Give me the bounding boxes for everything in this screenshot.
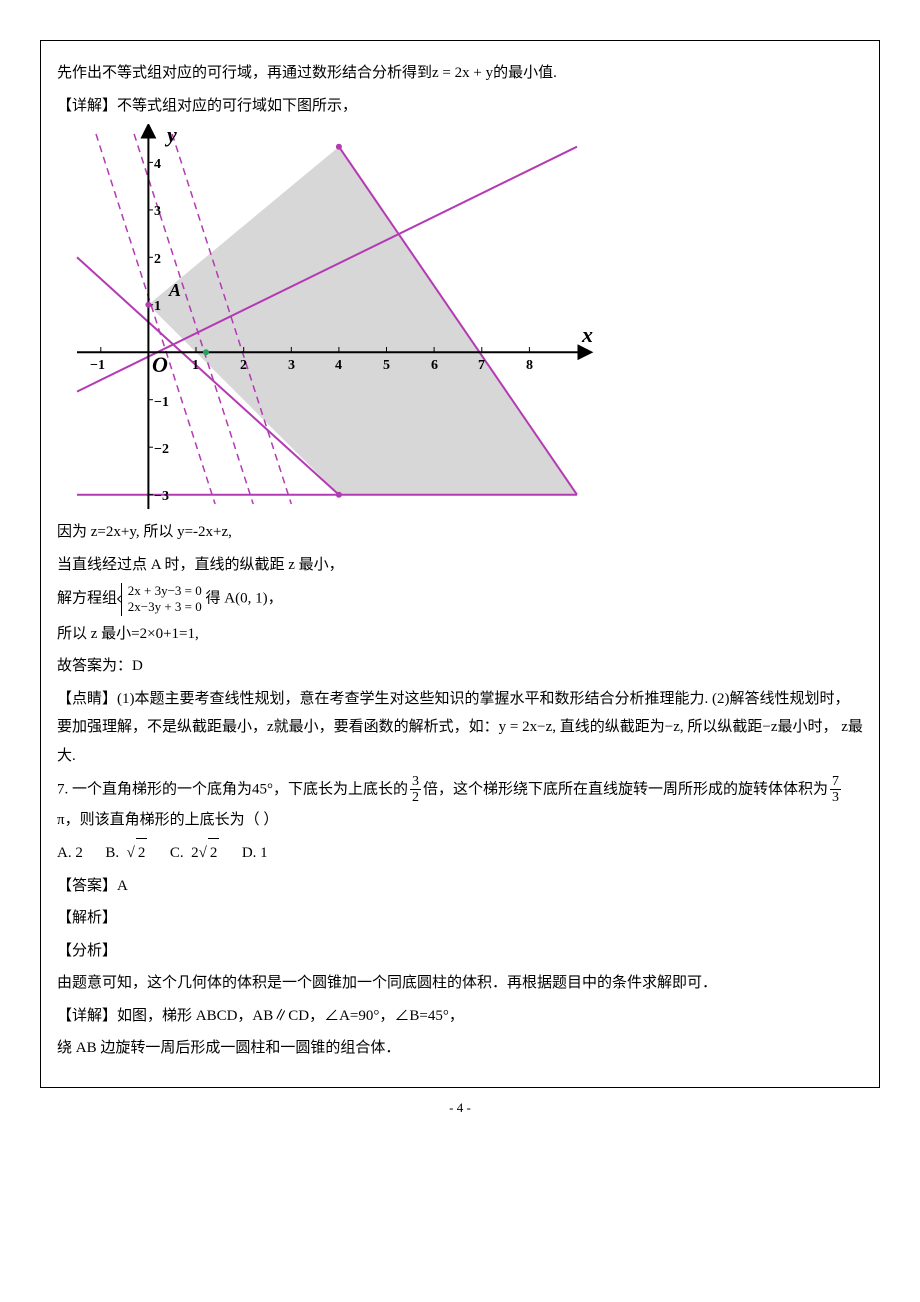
svg-text:1: 1 [154, 299, 161, 314]
svg-text:−2: −2 [154, 442, 169, 457]
q7-prefix: 7. 一个直角梯形的一个底角为45°，下底长为上底长的 [57, 781, 408, 797]
detail-heading: 【详解】不等式组对应的可行域如下图所示， [57, 92, 863, 121]
q7-detail-1: 【详解】如图，梯形 ABCD，AB∥CD，∠A=90°，∠B=45°， [57, 1002, 863, 1031]
q7-stem: 7. 一个直角梯形的一个底角为45°，下底长为上底长的32倍，这个梯形绕下底所在… [57, 774, 863, 834]
svg-text:−1: −1 [90, 358, 105, 373]
system-eq1: 2x + 3y−3 = 0 [128, 583, 202, 599]
svg-text:2: 2 [240, 358, 247, 373]
q7-frac2: 73 [828, 774, 843, 806]
intro-line: 先作出不等式组对应的可行域，再通过数形结合分析得到z = 2x + y的最小值. [57, 59, 863, 88]
y-axis-label: y [164, 124, 177, 147]
svg-text:1: 1 [192, 358, 199, 373]
feasible-region [148, 147, 577, 495]
svg-text:−1: −1 [154, 395, 169, 410]
svg-text:−3: −3 [154, 489, 169, 504]
svg-text:3: 3 [154, 204, 161, 219]
svg-text:7: 7 [478, 358, 485, 373]
q7-frac1: 32 [408, 774, 423, 806]
line-solve: 解方程组 2x + 3y−3 = 0 2x−3y + 3 = 0 得 A(0, … [57, 583, 863, 616]
q7-opt-b: B. √2 [105, 845, 147, 861]
x-axis-label: x [581, 322, 593, 347]
q7-suffix: π，则该直角梯形的上底长为（ ） [57, 812, 278, 828]
solve-suffix: 得 A(0, 1)， [206, 591, 283, 607]
vertex-top [336, 144, 342, 150]
svg-text:3: 3 [288, 358, 295, 373]
q7-options: A. 2 B. √2 C. 2√2 D. 1 [57, 838, 863, 868]
svg-text:4: 4 [154, 157, 161, 172]
q7-mid: 倍，这个梯形绕下底所在直线旋转一周所形成的旋转体体积为 [423, 781, 828, 797]
q7-opt-a: A. 2 [57, 845, 83, 861]
svg-text:2: 2 [154, 252, 161, 267]
vertex-bottom [336, 492, 342, 498]
line-yz: 因为 z=2x+y, 所以 y=-2x+z, [57, 518, 863, 547]
point-a-marker [145, 302, 151, 308]
svg-text:5: 5 [383, 358, 390, 373]
svg-text:6: 6 [431, 358, 438, 373]
page-number: - 4 - [40, 1096, 880, 1121]
q7-fenxi-body: 由题意可知，这个几何体的体积是一个圆锥加一个同底圆柱的体积．再根据题目中的条件求… [57, 969, 863, 998]
q7-jiexi: 【解析】 [57, 904, 863, 933]
tips: 【点睛】(1)本题主要考查线性规划，意在考查学生对这些知识的掌握水平和数形结合分… [57, 685, 863, 771]
line-a: 当直线经过点 A 时，直线的纵截距 z 最小， [57, 551, 863, 580]
svg-text:8: 8 [526, 358, 533, 373]
line-answer: 故答案为：D [57, 652, 863, 681]
q7-answer: 【答案】A [57, 872, 863, 901]
line-zmin: 所以 z 最小=2×0+1=1, [57, 620, 863, 649]
aux-point [203, 349, 209, 355]
origin-label: O [152, 352, 168, 377]
svg-text:4: 4 [335, 358, 342, 373]
system-eq2: 2x−3y + 3 = 0 [128, 599, 202, 615]
solve-prefix: 解方程组 [57, 591, 117, 607]
q7-opt-d: D. 1 [242, 845, 268, 861]
q7-fenxi: 【分析】 [57, 937, 863, 966]
feasible-region-chart: −1 1 2 3 4 5 6 7 8 −3 −2 −1 1 2 3 4 O [57, 124, 597, 514]
q7-detail-2: 绕 AB 边旋转一周后形成一圆柱和一圆锥的组合体． [57, 1034, 863, 1063]
system-brace: 2x + 3y−3 = 0 2x−3y + 3 = 0 [121, 583, 202, 616]
point-a-label: A [168, 280, 181, 300]
q7-opt-c: C. 2√2 [170, 845, 220, 861]
